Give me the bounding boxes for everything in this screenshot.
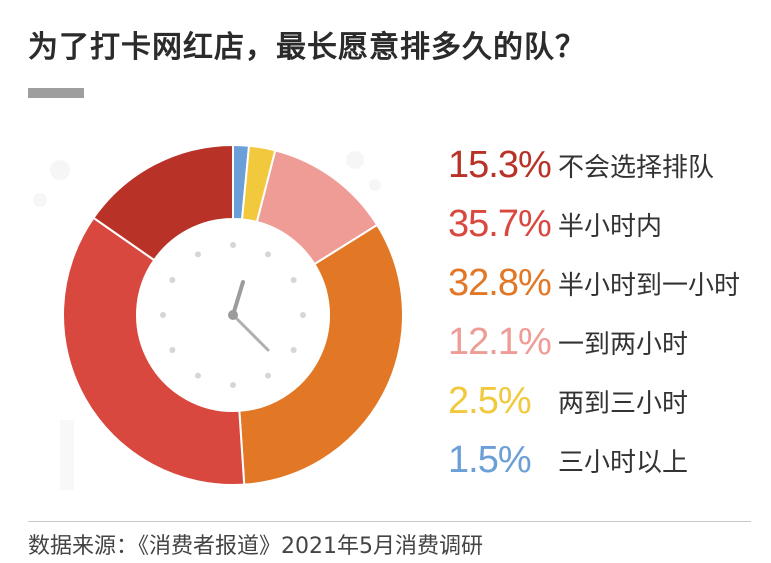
legend-label: 三小时以上 [558, 447, 689, 478]
legend-percent: 32.8% [448, 261, 552, 304]
clock-hour-dot [230, 242, 236, 248]
clock-hour-dot [169, 277, 176, 283]
chart-title: 为了打卡网红店，最长愿意排多久的队？ [28, 30, 586, 65]
clock-hour-dot [265, 251, 271, 258]
clock-hour-dot [169, 347, 176, 353]
legend-label: 半小时内 [558, 211, 663, 242]
clock-hour-dot [300, 312, 306, 318]
legend-label: 一到两小时 [558, 329, 689, 360]
background-decoration [33, 151, 381, 490]
legend-item: 32.8% 半小时到一小时 [448, 258, 758, 308]
clock-hour-dot [195, 251, 201, 258]
footer-divider [28, 521, 751, 522]
clock-hour-dot [290, 347, 297, 353]
donut-slices [62, 143, 404, 486]
legend-item: 12.1% 一到两小时 [448, 317, 758, 367]
clock-hour-dot [265, 372, 271, 379]
donut-chart [33, 143, 404, 490]
clock-hour-dot [160, 312, 166, 318]
chart-legend: 15.3% 不会选择排队 35.7% 半小时内 32.8% 半小时到一小时 12… [448, 140, 758, 490]
legend-label: 两到三小时 [558, 388, 689, 419]
legend-percent: 12.1% [448, 320, 552, 363]
legend-item: 35.7% 半小时内 [448, 199, 758, 249]
clock-hour-dot [230, 382, 236, 388]
legend-item: 2.5% 两到三小时 [448, 376, 758, 426]
source-note: 数据来源：《消费者报道》2021年5月消费调研 [28, 534, 483, 559]
legend-percent: 2.5% [448, 379, 532, 422]
legend-item: 1.5% 三小时以上 [448, 435, 758, 485]
clock-hour-dot [195, 372, 201, 379]
title-underline-bar [28, 88, 84, 98]
clock-hour-dot [290, 277, 297, 283]
legend-item: 15.3% 不会选择排队 [448, 140, 758, 190]
legend-percent: 35.7% [448, 202, 552, 245]
legend-label: 半小时到一小时 [558, 270, 741, 301]
legend-label: 不会选择排队 [558, 152, 715, 183]
clock-icon [137, 219, 329, 411]
legend-percent: 1.5% [448, 438, 532, 481]
legend-percent: 15.3% [448, 143, 552, 186]
